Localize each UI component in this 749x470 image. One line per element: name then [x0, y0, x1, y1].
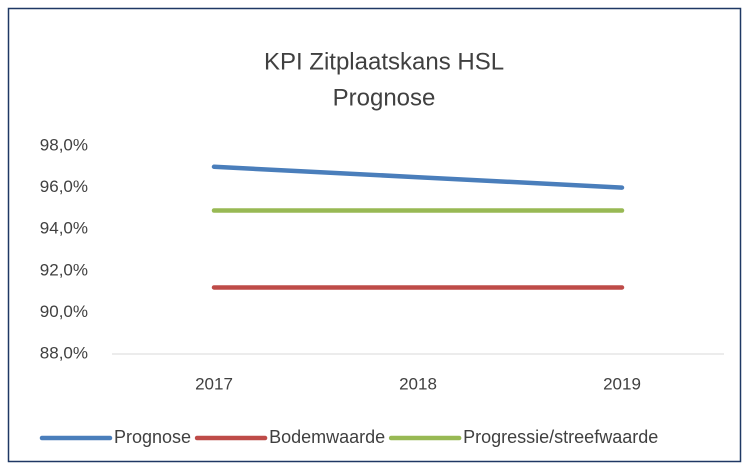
x-tick-label: 2017	[195, 374, 233, 393]
legend-label: Progressie/streefwaarde	[463, 427, 658, 447]
y-tick-label: 92,0%	[40, 260, 88, 279]
y-tick-label: 90,0%	[40, 302, 88, 321]
series-line	[211, 164, 625, 190]
chart-frame	[7, 7, 742, 463]
chart-subtitle: Prognose	[333, 84, 436, 111]
y-tick-label: 88,0%	[40, 343, 88, 362]
chart-title: KPI Zitplaatskans HSL	[264, 48, 504, 75]
x-tick-label: 2018	[399, 374, 437, 393]
x-tick-label: 2019	[603, 374, 641, 393]
legend-label: Prognose	[114, 427, 191, 447]
y-tick-label: 94,0%	[40, 219, 88, 238]
y-tick-label: 96,0%	[40, 177, 88, 196]
y-tick-label: 98,0%	[40, 135, 88, 154]
legend-label: Bodemwaarde	[269, 427, 385, 447]
